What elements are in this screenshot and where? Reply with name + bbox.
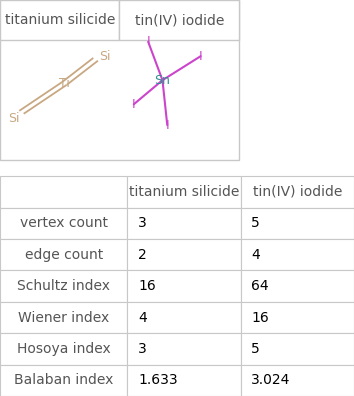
Text: vertex count: vertex count xyxy=(20,216,108,230)
Text: Si: Si xyxy=(8,112,20,125)
Text: 1.633: 1.633 xyxy=(138,373,178,387)
Bar xyxy=(127,239,241,270)
Bar xyxy=(0,333,127,365)
Text: 3.024: 3.024 xyxy=(251,373,291,387)
Text: Si: Si xyxy=(99,50,111,63)
Bar xyxy=(241,239,354,270)
Bar xyxy=(127,270,241,302)
Text: 5: 5 xyxy=(251,216,260,230)
Text: I: I xyxy=(165,118,169,131)
Text: 16: 16 xyxy=(251,310,269,324)
Bar xyxy=(241,333,354,365)
Bar xyxy=(0,239,127,270)
Bar xyxy=(241,208,354,239)
Bar xyxy=(0,302,127,333)
Text: tin(IV) iodide: tin(IV) iodide xyxy=(135,13,224,27)
Text: Balaban index: Balaban index xyxy=(14,373,113,387)
Text: Sn: Sn xyxy=(155,74,170,87)
Text: titanium silicide: titanium silicide xyxy=(5,13,115,27)
Text: 16: 16 xyxy=(138,279,156,293)
Bar xyxy=(0,176,127,208)
Text: titanium silicide: titanium silicide xyxy=(129,185,239,199)
Text: 3: 3 xyxy=(138,216,147,230)
Bar xyxy=(127,333,241,365)
Text: Schultz index: Schultz index xyxy=(17,279,110,293)
Text: Ti: Ti xyxy=(59,77,70,90)
Bar xyxy=(0,270,127,302)
Text: Hosoya index: Hosoya index xyxy=(17,342,110,356)
Text: 3: 3 xyxy=(138,342,147,356)
Text: edge count: edge count xyxy=(24,248,103,262)
Text: tin(IV) iodide: tin(IV) iodide xyxy=(253,185,342,199)
Text: 2: 2 xyxy=(138,248,147,262)
Text: 4: 4 xyxy=(251,248,260,262)
Bar xyxy=(241,176,354,208)
Bar xyxy=(0,208,127,239)
Bar xyxy=(127,302,241,333)
Text: Wiener index: Wiener index xyxy=(18,310,109,324)
Bar xyxy=(127,365,241,396)
Text: I: I xyxy=(199,50,202,63)
Bar xyxy=(241,365,354,396)
Bar xyxy=(0,365,127,396)
Text: 5: 5 xyxy=(251,342,260,356)
Text: I: I xyxy=(146,35,150,48)
Text: I: I xyxy=(132,98,136,111)
Bar xyxy=(120,0,239,40)
Bar xyxy=(127,176,241,208)
Bar xyxy=(127,208,241,239)
Bar xyxy=(0,0,120,40)
Bar xyxy=(241,302,354,333)
Bar xyxy=(241,270,354,302)
Text: 4: 4 xyxy=(138,310,147,324)
Text: 64: 64 xyxy=(251,279,269,293)
